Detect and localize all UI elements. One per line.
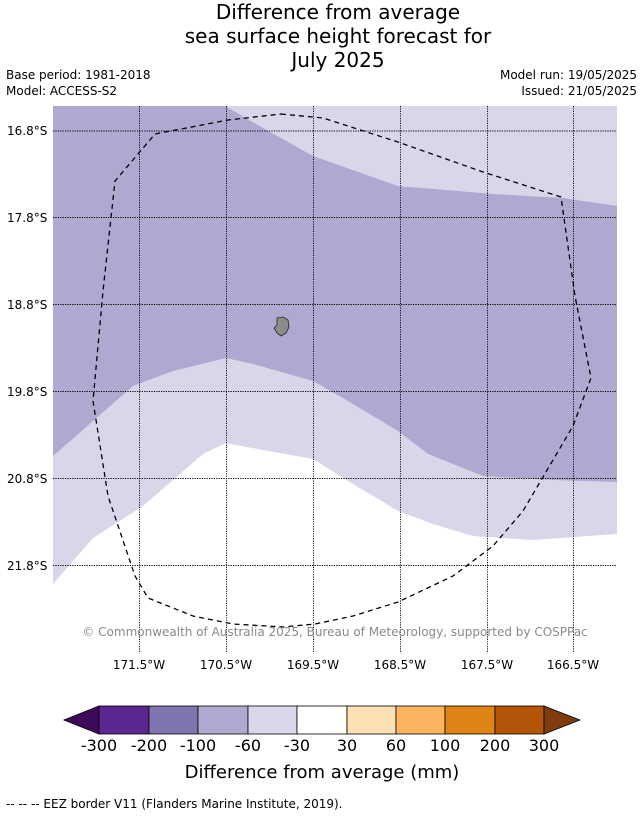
- island: [273, 316, 290, 337]
- colorbar-swatch: [494, 705, 545, 735]
- title-line-1: Difference from average: [215, 0, 461, 24]
- band-near-average: [53, 443, 617, 652]
- colorbar-tick: 300: [528, 736, 560, 755]
- longitude-label: 168.5°W: [373, 658, 427, 672]
- base-period: Base period: 1981-2018: [6, 68, 151, 82]
- latitude-label: 21.8°S: [7, 559, 48, 573]
- colorbar-tick: -60: [234, 736, 262, 755]
- colorbar-swatch: [98, 705, 150, 735]
- longitude-label: 171.5°W: [112, 658, 166, 672]
- title-line-2: sea surface height forecast for: [184, 24, 492, 48]
- eez-footnote: -- -- -- EEZ border V11 (Flanders Marine…: [6, 797, 343, 811]
- colorbar-tick: 60: [385, 736, 407, 755]
- colorbar-label: Difference from average (mm): [184, 762, 460, 783]
- colorbar-swatch: [62, 705, 100, 735]
- latitude-label: 16.8°S: [7, 124, 48, 138]
- colorbar-tick: 30: [336, 736, 358, 755]
- colorbar-swatch: [346, 705, 397, 735]
- latitude-label: 18.8°S: [7, 298, 48, 312]
- title-line-3: July 2025: [291, 48, 385, 72]
- colorbar-swatch: [197, 705, 249, 735]
- colorbar-swatch: [247, 705, 298, 735]
- colorbar-tick: 100: [429, 736, 461, 755]
- colorbar-swatch: [148, 705, 199, 735]
- copyright-notice: © Commonwealth of Australia 2025, Bureau…: [82, 625, 588, 639]
- colorbar-tick: -30: [283, 736, 311, 755]
- colorbar-tick: -200: [130, 736, 168, 755]
- colorbar-swatch: [543, 705, 582, 735]
- colorbar-tick: 200: [479, 736, 511, 755]
- colorbar-swatch: [296, 705, 348, 735]
- metadata-right: Model run: 19/05/2025 Issued: 21/05/2025: [500, 67, 637, 99]
- sea-surface-height-map: [53, 106, 617, 652]
- map-title: Difference from average sea surface heig…: [0, 0, 644, 72]
- longitude-label: 166.5°W: [546, 658, 600, 672]
- model-name: Model: ACCESS-S2: [6, 84, 118, 98]
- model-run: Model run: 19/05/2025: [499, 68, 637, 82]
- graticule: [53, 106, 617, 652]
- longitude-label: 167.5°W: [460, 658, 514, 672]
- issued-date: Issued: 21/05/2025: [521, 84, 637, 98]
- colorbar-tick: -100: [179, 736, 217, 755]
- latitude-label: 17.8°S: [7, 211, 48, 225]
- colorbar-tick: -300: [80, 736, 118, 755]
- band-medium-lavender: [53, 106, 617, 482]
- latitude-label: 19.8°S: [7, 385, 48, 399]
- longitude-label: 170.5°W: [199, 658, 253, 672]
- metadata-left: Base period: 1981-2018 Model: ACCESS-S2: [6, 67, 151, 99]
- colorbar: [62, 705, 582, 735]
- colorbar-swatch: [444, 705, 496, 735]
- latitude-label: 20.8°S: [7, 472, 48, 486]
- longitude-label: 169.5°W: [286, 658, 340, 672]
- colorbar-swatch: [395, 705, 446, 735]
- eez-border: [92, 113, 592, 628]
